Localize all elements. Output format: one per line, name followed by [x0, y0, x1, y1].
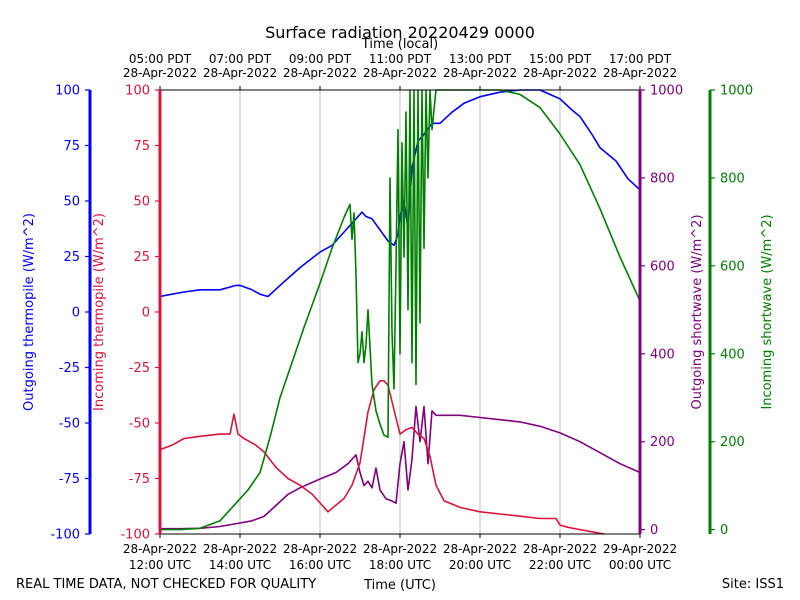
series-line-incoming-thermopile	[160, 379, 605, 535]
y-tick-label-outgoing-thermopile: 50	[63, 195, 80, 210]
series-line-outgoing-thermopile	[160, 89, 640, 298]
y-tick-label-incoming-shortwave: 1000	[720, 84, 753, 99]
top-tick-time: 17:00 PDT	[609, 52, 672, 66]
chart-title: Surface radiation 20220429 0000	[265, 23, 535, 42]
y-tick-label-incoming-thermopile: 0	[142, 306, 150, 321]
bottom-tick-time: 16:00 UTC	[289, 558, 351, 572]
y-tick-label-incoming-thermopile: -25	[129, 361, 150, 376]
y-tick-label-outgoing-shortwave: 200	[650, 435, 675, 450]
y-tick-label-outgoing-shortwave: 800	[650, 171, 675, 186]
y-tick-label-incoming-shortwave: 200	[720, 435, 745, 450]
y-tick-label-outgoing-shortwave: 0	[650, 523, 658, 538]
axes-layer: 100 75 50 25 0 -25 -50 -75 -100 100 75 50 25 0 -25 -50 -…	[50, 84, 753, 543]
y-tick-label-incoming-thermopile: 50	[133, 195, 150, 210]
y-tick-label-outgoing-shortwave: 1000	[650, 84, 683, 99]
y-tick-label-incoming-thermopile: 100	[125, 84, 150, 99]
y-tick-label-incoming-shortwave: 600	[720, 259, 745, 274]
top-tick-time: 11:00 PDT	[369, 52, 432, 66]
bottom-tick-date: 28-Apr-2022	[283, 542, 357, 556]
y-tick-label-incoming-thermopile: 75	[133, 139, 150, 154]
top-tick-time: 05:00 PDT	[129, 52, 192, 66]
top-tick-date: 28-Apr-2022	[123, 66, 197, 80]
y-label-incoming-shortwave: Incoming shortwave (W/m^2)	[760, 214, 775, 409]
top-tick-date: 28-Apr-2022	[603, 66, 677, 80]
bottom-tick-date: 28-Apr-2022	[443, 542, 517, 556]
bottom-tick-time: 20:00 UTC	[449, 558, 511, 572]
top-tick-date: 28-Apr-2022	[443, 66, 517, 80]
top-tick-date: 28-Apr-2022	[523, 66, 597, 80]
y-tick-label-incoming-thermopile: -75	[129, 472, 150, 487]
top-tick-time: 15:00 PDT	[529, 52, 592, 66]
bottom-tick-time: 22:00 UTC	[529, 558, 591, 572]
y-tick-label-outgoing-thermopile: -100	[50, 528, 80, 543]
y-tick-label-outgoing-thermopile: -25	[59, 361, 80, 376]
y-tick-label-outgoing-thermopile: 0	[72, 306, 80, 321]
y-tick-label-outgoing-thermopile: 100	[55, 84, 80, 99]
y-tick-label-incoming-shortwave: 0	[720, 523, 728, 538]
bottom-tick-date: 28-Apr-2022	[363, 542, 437, 556]
bottom-tick-date: 28-Apr-2022	[123, 542, 197, 556]
bottom-tick-time: 18:00 UTC	[369, 558, 431, 572]
y-tick-label-outgoing-thermopile: -75	[59, 472, 80, 487]
top-tick-time: 09:00 PDT	[289, 52, 352, 66]
top-tick-time: 13:00 PDT	[449, 52, 512, 66]
x-axis-label: Time (UTC)	[363, 578, 436, 593]
bottom-tick-date: 28-Apr-2022	[203, 542, 277, 556]
bottom-tick-date: 28-Apr-2022	[523, 542, 597, 556]
y-tick-label-incoming-thermopile: -50	[129, 417, 150, 432]
top-tick-date: 28-Apr-2022	[203, 66, 277, 80]
y-tick-label-outgoing-thermopile: -50	[59, 417, 80, 432]
top-axis-label: Time (local)	[361, 37, 438, 52]
top-tick-date: 28-Apr-2022	[283, 66, 357, 80]
y-tick-label-outgoing-thermopile: 25	[63, 250, 80, 265]
y-tick-label-outgoing-thermopile: 75	[63, 139, 80, 154]
y-tick-label-incoming-thermopile: 25	[133, 250, 150, 265]
footer-site: Site: ISS1	[722, 577, 784, 592]
bottom-tick-date: 29-Apr-2022	[603, 542, 677, 556]
y-tick-label-incoming-shortwave: 800	[720, 171, 745, 186]
y-tick-label-outgoing-shortwave: 400	[650, 347, 675, 362]
bottom-tick-time: 00:00 UTC	[609, 558, 671, 572]
footer-quality-note: REAL TIME DATA, NOT CHECKED FOR QUALITY	[16, 577, 316, 592]
y-tick-label-incoming-shortwave: 400	[720, 347, 745, 362]
y-label-outgoing-shortwave: Outgoing shortwave (W/m^2)	[690, 214, 705, 409]
y-tick-label-outgoing-shortwave: 600	[650, 259, 675, 274]
top-tick-time: 07:00 PDT	[209, 52, 272, 66]
y-label-outgoing-thermopile: Outgoing thermopile (W/m^2)	[22, 213, 37, 411]
series-line-outgoing-shortwave	[160, 405, 640, 530]
y-label-incoming-thermopile: Incoming thermopile (W/m^2)	[92, 213, 107, 411]
bottom-tick-time: 12:00 UTC	[129, 558, 191, 572]
bottom-tick-time: 14:00 UTC	[209, 558, 271, 572]
top-tick-date: 28-Apr-2022	[363, 66, 437, 80]
y-tick-label-incoming-thermopile: -100	[120, 528, 150, 543]
